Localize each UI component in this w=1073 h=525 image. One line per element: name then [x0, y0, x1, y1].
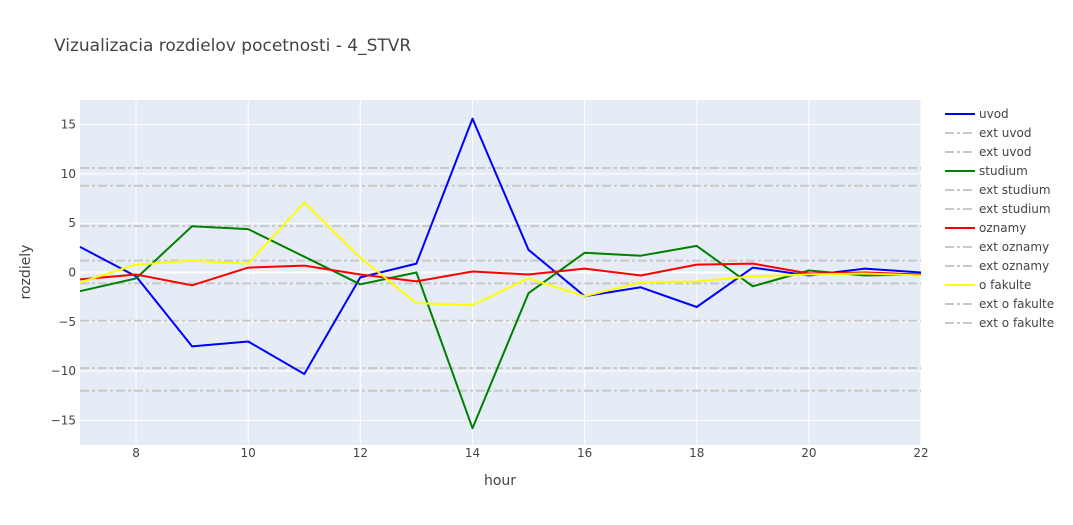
series-line-uvod: [79, 117, 922, 375]
y-tick-label: 5: [68, 216, 76, 230]
series-line-oznamy: [79, 262, 922, 287]
x-tick-label: 16: [577, 446, 592, 460]
y-tick-label: −15: [51, 413, 76, 427]
y-axis-title: rozdiely: [18, 245, 34, 300]
x-axis-ticks: 8 10 12 14 16 18 20 22: [132, 446, 928, 460]
series-line-studium: [79, 225, 922, 430]
legend-label: oznamy: [979, 221, 1026, 235]
legend-label: ext o fakulte: [979, 297, 1054, 311]
legend: uvod ext uvod ext uvod studium ext studium ex…: [945, 107, 1054, 330]
legend-label: ext oznamy: [979, 259, 1049, 273]
legend-label: ext uvod: [979, 145, 1031, 159]
legend-label: uvod: [979, 107, 1009, 121]
x-tick-label: 14: [465, 446, 480, 460]
y-axis-ticks: −15 −10 −5 0 5 10 15: [51, 118, 76, 428]
reference-lines: [80, 167, 921, 392]
y-tick-label: 15: [61, 118, 76, 132]
series-line-o-fakulte: [79, 201, 922, 306]
x-tick-label: 18: [689, 446, 704, 460]
y-tick-label: −5: [58, 315, 76, 329]
y-tick-label: 0: [68, 266, 76, 280]
legend-label: ext studium: [979, 183, 1051, 197]
x-tick-label: 8: [132, 446, 140, 460]
x-tick-label: 12: [353, 446, 368, 460]
x-tick-label: 10: [241, 446, 256, 460]
legend-label: studium: [979, 164, 1028, 178]
x-tick-label: 22: [913, 446, 928, 460]
legend-label: ext o fakulte: [979, 316, 1054, 330]
y-tick-label: −10: [51, 364, 76, 378]
y-tick-label: 10: [61, 167, 76, 181]
legend-label: o fakulte: [979, 278, 1031, 292]
x-axis-title: hour: [484, 473, 516, 489]
legend-label: ext uvod: [979, 126, 1031, 140]
legend-label: ext oznamy: [979, 240, 1049, 254]
legend-label: ext studium: [979, 202, 1051, 216]
x-tick-label: 20: [801, 446, 816, 460]
series-lines: [79, 117, 922, 430]
chart-title: Vizualizacia rozdielov pocetnosti - 4_ST…: [54, 36, 411, 56]
